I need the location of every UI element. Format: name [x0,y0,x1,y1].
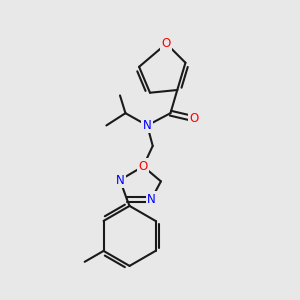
Text: N: N [143,119,152,132]
Text: N: N [147,193,156,206]
Text: O: O [162,37,171,50]
Text: O: O [139,160,148,173]
Text: O: O [189,112,198,125]
Text: N: N [116,173,124,187]
